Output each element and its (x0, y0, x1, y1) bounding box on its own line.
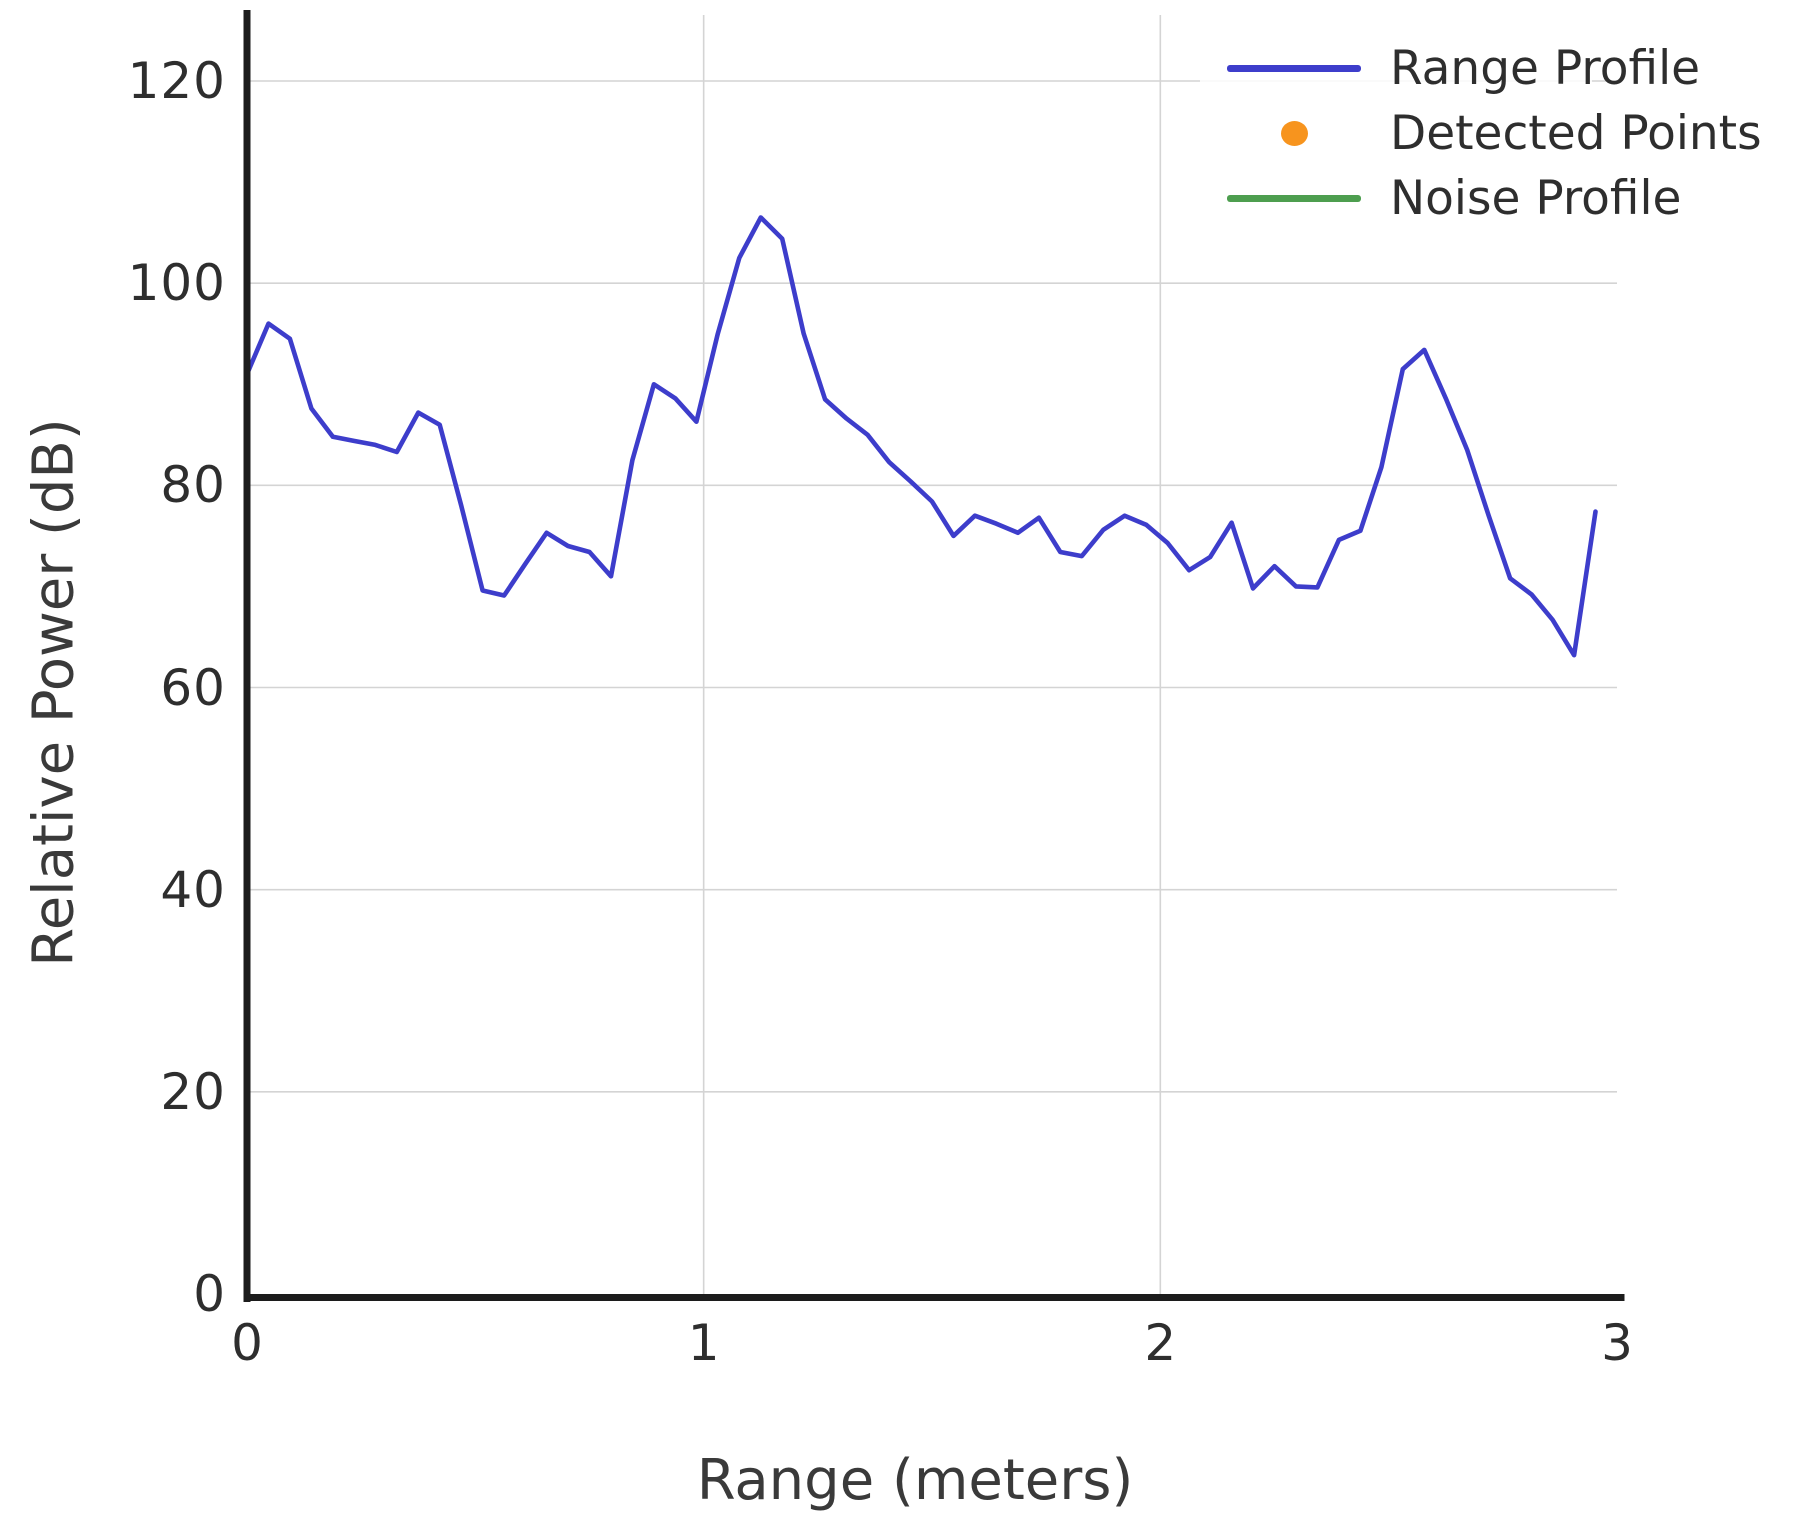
y-tick-label: 120 (127, 52, 226, 110)
x-tick-label: 1 (687, 1314, 720, 1372)
legend: Range Profile Detected Points Noise Prof… (1200, 30, 1762, 237)
x-tick-label: 2 (1144, 1314, 1177, 1372)
y-tick-label: 100 (127, 254, 226, 313)
range-profile-line-icon (1227, 65, 1361, 72)
y-tick-label: 60 (160, 658, 226, 717)
range-profile-line (244, 215, 1598, 658)
x-axis-title: Range (meters) (696, 1448, 1134, 1513)
y-tick-label: 20 (160, 1062, 226, 1121)
legend-item-detected-points: Detected Points (1200, 101, 1762, 166)
legend-label: Noise Profile (1390, 171, 1682, 226)
x-tick-label: 0 (231, 1314, 263, 1372)
y-axis-title: Relative Power (dB) (21, 418, 87, 967)
legend-label: Detected Points (1390, 106, 1762, 161)
legend-item-noise-profile: Noise Profile (1200, 166, 1681, 231)
noise-profile-line-icon (1227, 195, 1361, 202)
detected-points-dot-icon (1227, 121, 1361, 146)
legend-item-range-profile: Range Profile (1200, 36, 1700, 101)
y-tick-label: 0 (193, 1265, 226, 1323)
legend-label: Range Profile (1390, 41, 1701, 96)
y-tick-label: 80 (160, 456, 226, 515)
x-tick-label: 3 (1601, 1314, 1633, 1372)
y-tick-label: 40 (160, 860, 226, 919)
